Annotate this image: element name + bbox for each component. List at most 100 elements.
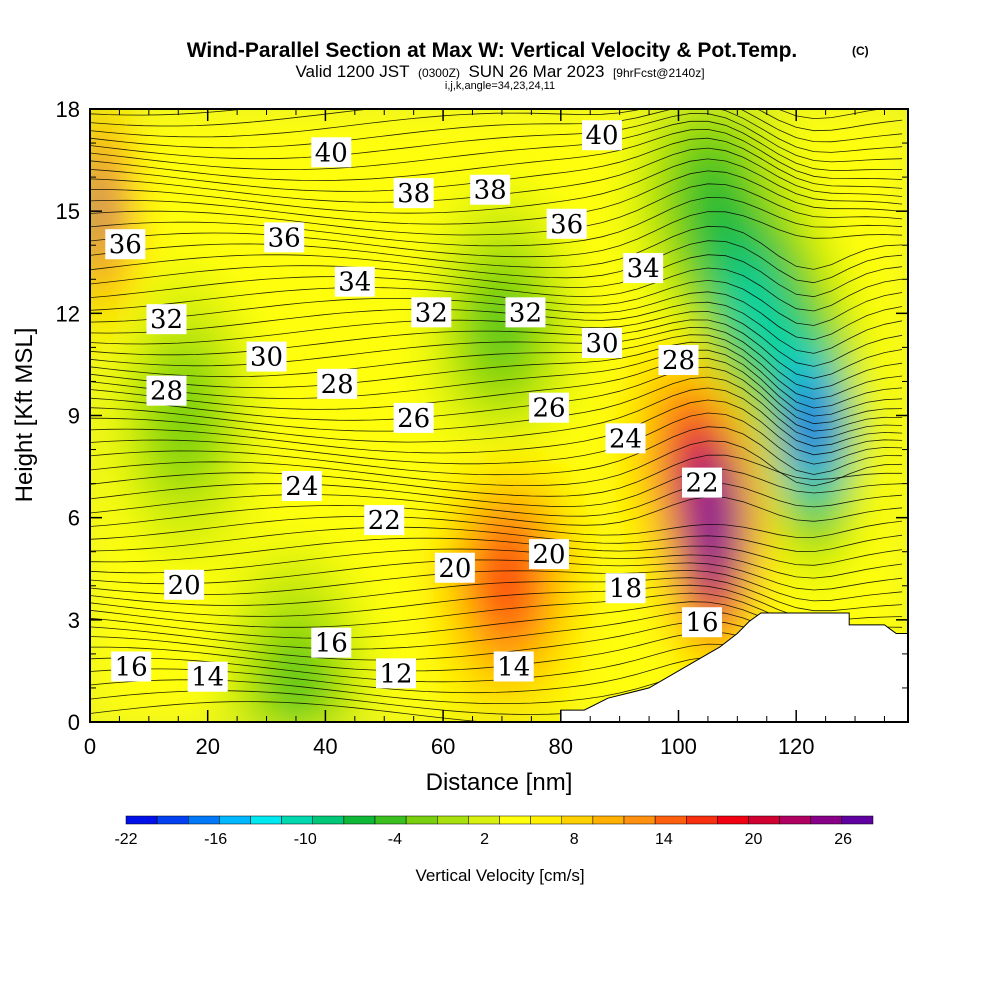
velocity-cell <box>288 340 302 356</box>
velocity-cell <box>475 149 489 165</box>
velocity-cell <box>452 490 465 506</box>
velocity-cell <box>814 490 828 506</box>
velocity-cell <box>428 626 442 642</box>
velocity-cell <box>662 490 676 506</box>
velocity-cell <box>475 354 489 369</box>
velocity-cell <box>171 136 185 151</box>
velocity-cell <box>767 395 781 410</box>
velocity-cell <box>463 367 477 383</box>
velocity-cell <box>113 395 127 410</box>
velocity-cell <box>241 613 255 628</box>
velocity-cell <box>849 354 863 369</box>
colorbar-swatch <box>312 815 345 825</box>
velocity-cell <box>405 231 419 247</box>
velocity-cell <box>125 435 138 451</box>
velocity-cell <box>90 517 103 533</box>
contour-label-box <box>529 392 570 423</box>
velocity-cell <box>744 558 758 574</box>
velocity-cell <box>440 231 454 247</box>
velocity-cell <box>370 572 384 587</box>
velocity-cell <box>872 422 886 437</box>
velocity-cell <box>814 163 828 179</box>
velocity-cell <box>534 354 547 369</box>
velocity-cell <box>849 490 863 506</box>
velocity-cell <box>884 490 898 506</box>
velocity-cell <box>90 435 103 451</box>
velocity-cell <box>417 109 430 124</box>
velocity-cell <box>312 122 325 138</box>
velocity-cell <box>510 599 524 615</box>
velocity-cell <box>300 367 314 383</box>
velocity-cell <box>499 381 512 397</box>
velocity-cell <box>837 313 851 328</box>
velocity-cell <box>136 258 150 274</box>
velocity-cell <box>826 585 839 601</box>
contour-label-box <box>658 345 699 376</box>
velocity-cell <box>288 313 302 328</box>
velocity-cell <box>604 272 617 288</box>
velocity-cell <box>650 313 664 328</box>
isentrope-line <box>90 483 903 517</box>
velocity-cell <box>721 422 734 437</box>
velocity-cell <box>487 122 500 138</box>
velocity-cell <box>463 340 477 356</box>
velocity-cell <box>230 531 243 546</box>
velocity-cell <box>837 558 851 574</box>
velocity-cell <box>253 504 267 519</box>
velocity-cell <box>826 245 839 260</box>
velocity-cell <box>814 122 828 138</box>
velocity-cell <box>417 463 430 478</box>
velocity-cell <box>463 476 477 492</box>
velocity-cell <box>791 367 804 383</box>
velocity-cell <box>382 340 395 356</box>
velocity-cell <box>779 272 793 288</box>
velocity-cell <box>253 422 267 437</box>
velocity-cell <box>732 463 746 478</box>
velocity-cell <box>148 572 162 587</box>
velocity-cell <box>125 258 138 274</box>
velocity-cell <box>405 585 419 601</box>
velocity-cell <box>440 449 454 465</box>
velocity-cell <box>580 640 594 655</box>
velocity-cell <box>136 599 150 615</box>
velocity-cell <box>499 354 512 369</box>
velocity-cell <box>650 381 664 397</box>
velocity-cell <box>148 217 162 233</box>
velocity-cell <box>382 626 395 642</box>
velocity-cell <box>113 354 127 369</box>
velocity-cell <box>522 585 536 601</box>
velocity-cell <box>475 653 489 669</box>
velocity-cell <box>580 613 594 628</box>
velocity-cell <box>440 177 454 192</box>
velocity-cell <box>522 286 536 301</box>
velocity-cell <box>300 272 314 288</box>
velocity-cell <box>148 204 162 219</box>
velocity-cell <box>230 340 243 356</box>
velocity-cell <box>744 245 758 260</box>
velocity-cell <box>323 408 337 424</box>
velocity-cell <box>709 408 723 424</box>
velocity-cell <box>335 708 349 722</box>
velocity-cell <box>791 340 804 356</box>
velocity-cell <box>241 435 255 451</box>
velocity-cell <box>288 408 302 424</box>
velocity-cell <box>639 381 652 397</box>
velocity-cell <box>499 708 512 722</box>
velocity-cell <box>522 572 536 587</box>
velocity-cell <box>522 681 536 696</box>
velocity-cell <box>884 231 898 247</box>
velocity-cell <box>814 544 828 560</box>
velocity-cell <box>545 640 559 655</box>
velocity-cell <box>393 340 407 356</box>
velocity-cell <box>837 490 851 506</box>
velocity-cell <box>615 613 629 628</box>
velocity-cell <box>580 585 594 601</box>
velocity-cell <box>475 231 489 247</box>
velocity-cell <box>709 272 723 288</box>
velocity-cell <box>580 599 594 615</box>
velocity-cell <box>382 326 395 342</box>
colorbar-tick-label: 14 <box>655 831 673 848</box>
velocity-cell <box>218 585 232 601</box>
velocity-cell <box>101 463 115 478</box>
isentrope-line <box>90 496 903 527</box>
